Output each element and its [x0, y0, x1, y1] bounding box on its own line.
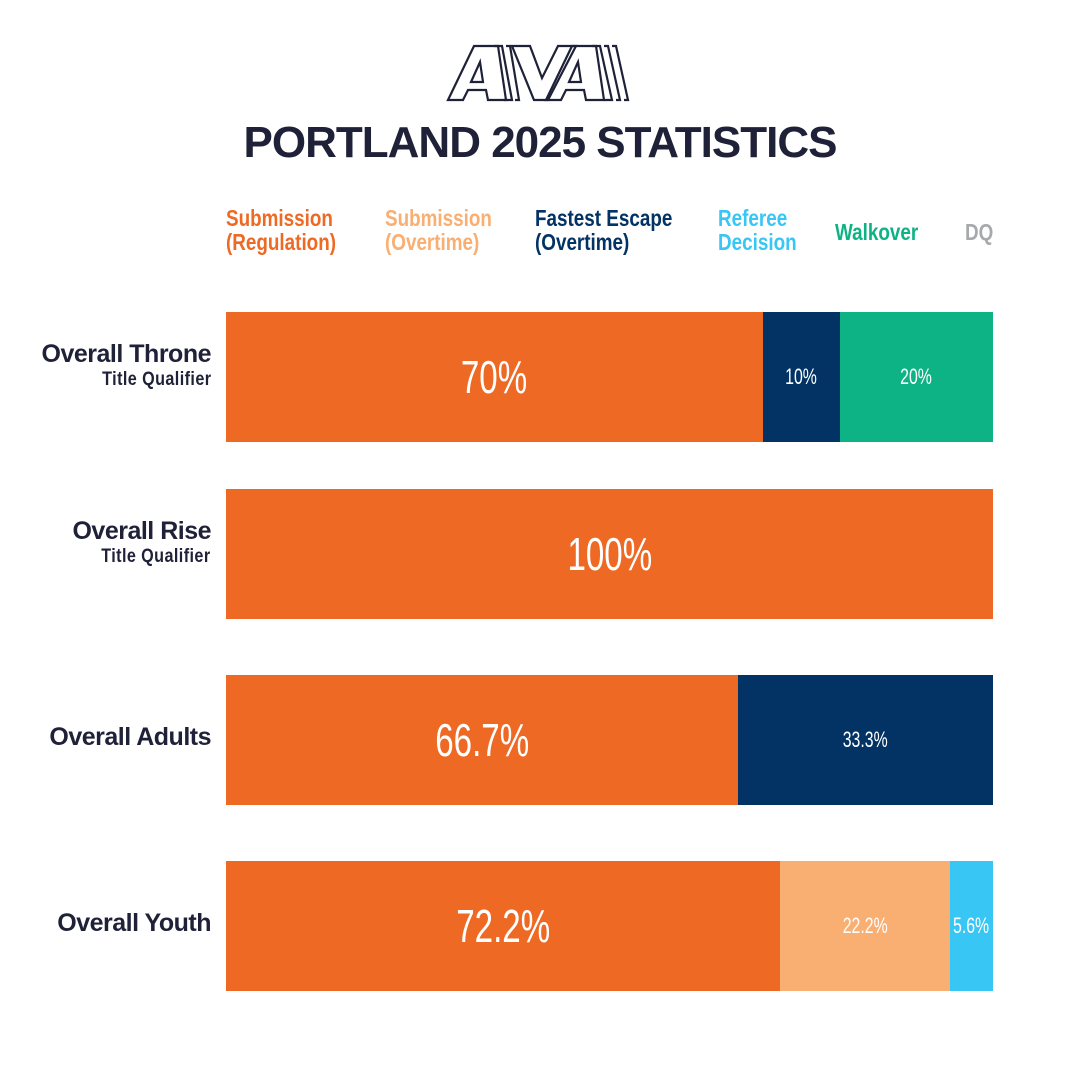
data-label: 66.7% — [434, 714, 529, 766]
category-sublabel: Title Qualifier — [101, 369, 211, 390]
legend-entry: Referee Decision — [718, 205, 797, 255]
stacked-bar: 66.7% 33.3% — [226, 675, 993, 805]
data-label: 20% — [900, 364, 933, 389]
category-label: Overall Rise — [72, 517, 211, 545]
category-label: Overall Throne — [41, 340, 212, 368]
stacked-bar: 100% — [226, 489, 993, 619]
legend-entry: Submission (Overtime) — [385, 205, 492, 255]
bar-segment: 33.3% — [737, 675, 993, 805]
category-sublabel: Title Qualifier — [101, 546, 211, 567]
bar-segment: 72.2% — [226, 861, 780, 991]
bar-segment: 10% — [762, 312, 840, 442]
data-label: 22.2% — [842, 913, 888, 938]
stacked-bar: 70% 10% 20% — [226, 312, 993, 442]
category-label: Overall Youth — [57, 909, 211, 937]
data-label: 70% — [461, 351, 528, 403]
stacked-bar: 72.2% 22.2% 5.6% — [226, 861, 993, 991]
category-label: Overall Adults — [49, 723, 211, 751]
bar-segment: 20% — [839, 312, 993, 442]
data-label: 33.3% — [842, 727, 888, 752]
legend-entry: Fastest Escape (Overtime) — [535, 205, 673, 255]
bar-segment: 66.7% — [226, 675, 738, 805]
row-label: Overall Youth — [57, 909, 211, 938]
data-label: 5.6% — [953, 913, 990, 938]
data-label: 72.2% — [455, 900, 550, 952]
bar-segment: 22.2% — [779, 861, 951, 991]
legend-entry: Walkover — [835, 219, 919, 245]
row-label: Overall Adults — [49, 723, 211, 752]
legend-entry: Submission (Regulation) — [226, 205, 337, 255]
row-label: Overall Throne Title Qualifier — [41, 340, 212, 391]
data-label: 100% — [567, 528, 652, 580]
bar-segment: 70% — [226, 312, 763, 442]
bar-segment: 100% — [226, 489, 993, 619]
chart-title: PORTLAND 2025 STATISTICS — [243, 118, 838, 167]
bar-segment: 5.6% — [950, 861, 993, 991]
legend-entry: DQ — [965, 219, 994, 245]
data-label: 10% — [785, 364, 818, 389]
ava-logo — [446, 44, 630, 102]
row-label: Overall Rise Title Qualifier — [72, 517, 211, 568]
